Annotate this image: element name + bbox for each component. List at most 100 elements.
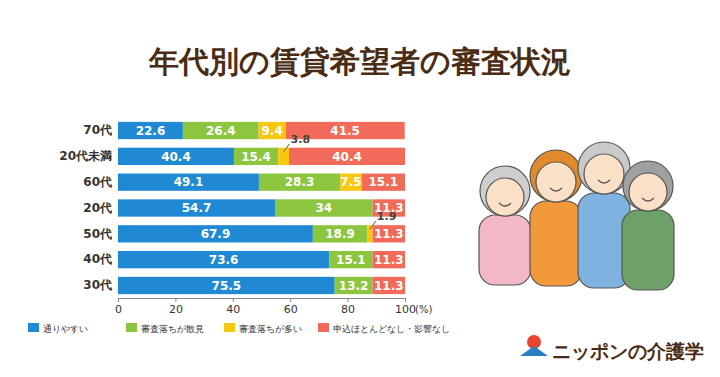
bar-segment xyxy=(234,148,278,165)
person-smile xyxy=(642,198,654,201)
x-tick-label: 100 xyxy=(395,303,416,316)
person-body xyxy=(530,201,582,286)
person-face xyxy=(486,178,524,216)
y-tick-label: 30代 xyxy=(83,278,112,292)
legend-label: 通りやすい xyxy=(43,324,88,334)
data-label: 15.1 xyxy=(369,175,399,189)
x-axis-line xyxy=(119,299,406,303)
data-label: 13.2 xyxy=(339,279,369,293)
x-tick-mark xyxy=(348,298,349,302)
x-tick-label: 20 xyxy=(169,303,183,316)
person-body xyxy=(479,215,531,285)
x-tick-mark xyxy=(118,298,119,302)
legend-item: 申込ほとんどなし・影響なし xyxy=(318,323,450,334)
data-label: 73.6 xyxy=(209,253,239,267)
y-tick-label: 50代 xyxy=(83,227,112,241)
x-tick-label: 0 xyxy=(115,303,122,316)
data-label: 11.3 xyxy=(374,201,404,215)
x-tick: 80 xyxy=(341,298,355,316)
y-axis: 70代 20代未満 60代 20代 50代 40代 30代 xyxy=(59,123,118,292)
bar-segment xyxy=(118,251,329,268)
data-label: 26.4 xyxy=(206,124,236,138)
leader-line xyxy=(284,144,290,152)
x-tick: 60 xyxy=(284,298,298,316)
legend-label: 審査落ちが多い xyxy=(239,324,302,334)
person-hair xyxy=(623,161,673,211)
x-tick-label: 60 xyxy=(284,303,298,316)
bar-segment xyxy=(259,174,340,191)
x-tick: 40 xyxy=(226,298,240,316)
y-tick: 40代 xyxy=(83,252,118,266)
legend-swatch xyxy=(224,323,235,332)
legend-swatch xyxy=(318,323,329,332)
data-label: 67.9 xyxy=(201,227,231,241)
bar-segment xyxy=(118,225,313,242)
data-label: 3.8 xyxy=(291,133,311,146)
bar-segment xyxy=(373,277,405,294)
bar-segment xyxy=(313,225,367,242)
person-hair xyxy=(530,150,582,202)
person-face xyxy=(584,154,624,194)
bars xyxy=(118,122,405,294)
data-label: 15.4 xyxy=(241,150,271,164)
data-label: 54.7 xyxy=(182,201,212,215)
y-tick: 20代未満 xyxy=(59,149,118,163)
brand: ニッポンの介護学 xyxy=(520,335,704,362)
data-label: 40.4 xyxy=(332,150,362,164)
bar-segment xyxy=(118,199,275,216)
x-tick-label: 80 xyxy=(341,303,355,316)
person-hair xyxy=(480,166,530,216)
bar-segment xyxy=(275,199,373,216)
bar-segment xyxy=(118,174,259,191)
bar-segment xyxy=(118,148,234,165)
bar-segment xyxy=(335,277,373,294)
data-label: 11.3 xyxy=(374,227,404,241)
data-label: 75.5 xyxy=(212,279,242,293)
illustration xyxy=(479,142,674,290)
data-labels: 22.640.449.154.767.973.675.526.415.428.3… xyxy=(136,124,404,293)
bar-segment xyxy=(289,148,405,165)
brand-mountain xyxy=(520,346,548,356)
data-label: 9.4 xyxy=(261,124,282,138)
y-tick: 70代 xyxy=(83,123,118,137)
y-tick-label: 60代 xyxy=(83,175,112,189)
x-tick: 0 xyxy=(115,298,122,316)
bar-segment xyxy=(118,277,335,294)
data-label: 7.5 xyxy=(340,175,361,189)
person-hair xyxy=(578,142,630,194)
y-tick: 30代 xyxy=(83,278,118,292)
data-label: 40.4 xyxy=(161,150,191,164)
data-label: 34 xyxy=(315,201,332,215)
bar-segment xyxy=(329,251,372,268)
bar-segment xyxy=(278,148,289,165)
data-label: 11.3 xyxy=(374,253,404,267)
bar-segment xyxy=(118,122,183,139)
title: 年代別の賃貸希望者の審査状況 xyxy=(148,44,571,79)
y-tick-label: 70代 xyxy=(83,123,112,137)
person-smile xyxy=(550,188,562,191)
bar-segment xyxy=(367,225,372,242)
person-smile xyxy=(499,203,511,206)
bar-segment xyxy=(373,225,405,242)
brand-text: ニッポンの介護学 xyxy=(552,340,704,362)
legend-item: 通りやすい xyxy=(28,323,88,334)
y-tick-label: 40代 xyxy=(83,252,112,266)
data-label: 11.3 xyxy=(374,279,404,293)
legend: 通りやすい 審査落ちが散見 審査落ちが多い 申込ほとんどなし・影響なし xyxy=(28,323,450,334)
bar-segment xyxy=(373,251,405,268)
legend-swatch xyxy=(28,323,39,332)
data-label: 41.5 xyxy=(330,124,360,138)
x-tick-mark xyxy=(175,298,176,302)
legend-label: 審査落ちが散見 xyxy=(141,324,204,334)
y-tick: 20代 xyxy=(83,201,118,215)
x-tick-mark xyxy=(405,298,406,302)
person-face xyxy=(536,162,576,202)
person-body xyxy=(622,210,674,290)
legend-item: 審査落ちが散見 xyxy=(126,323,204,334)
bar-segment xyxy=(340,174,362,191)
x-tick-mark xyxy=(233,298,234,302)
y-tick-label: 20代 xyxy=(83,201,112,215)
x-tick-label: 40 xyxy=(226,303,240,316)
bar-segment xyxy=(183,122,259,139)
data-label: 49.1 xyxy=(174,175,204,189)
